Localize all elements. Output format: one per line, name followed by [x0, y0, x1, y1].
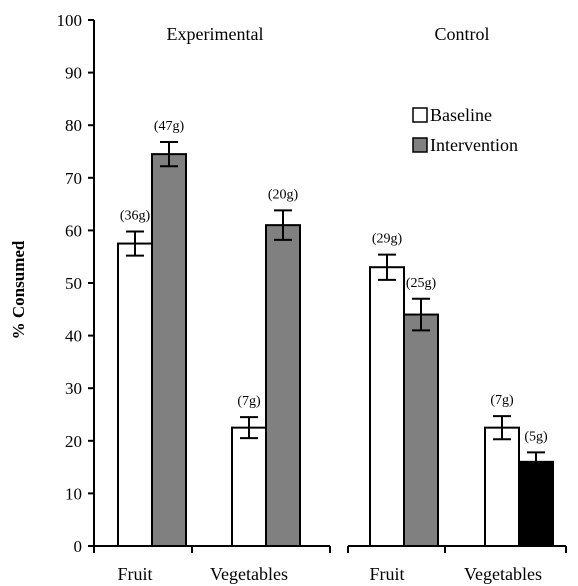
bar-intervention	[151, 153, 187, 547]
bar-baseline	[231, 426, 267, 547]
x-category-label: Fruit	[117, 564, 152, 584]
y-tick-label: 90	[65, 64, 82, 83]
bar-intervention	[518, 460, 554, 547]
x-category-label: Vegetables	[464, 564, 542, 584]
legend-label: Baseline	[430, 105, 492, 125]
bar-data-label: (5g)	[524, 429, 548, 444]
y-tick-label: 30	[65, 379, 82, 398]
legend: Baseline Intervention	[412, 105, 518, 155]
bars	[117, 141, 554, 548]
y-tick-label: 40	[65, 327, 82, 346]
bar-data-label: (29g)	[372, 232, 403, 247]
bar-baseline	[484, 426, 520, 547]
x-category-label: Vegetables	[210, 564, 288, 584]
x-category-label: Fruit	[369, 564, 404, 584]
y-tick-label: 100	[57, 11, 83, 30]
panel-title: Experimental	[167, 24, 264, 44]
bar-data-label: (7g)	[490, 393, 514, 408]
y-tick-label: 80	[65, 116, 82, 135]
bar-intervention	[403, 313, 439, 547]
bar-data-label: (20g)	[268, 187, 299, 202]
y-tick-label: 50	[65, 274, 82, 293]
y-tick-label: 60	[65, 221, 82, 240]
legend-swatch-intervention	[412, 137, 428, 153]
bar-baseline	[369, 266, 405, 547]
bar-intervention	[265, 224, 301, 547]
bar-baseline	[117, 242, 153, 548]
bar-data-label: (47g)	[154, 119, 185, 134]
panel-title: Control	[434, 24, 489, 44]
y-tick-label: 0	[74, 537, 83, 556]
y-tick-label: 70	[65, 169, 82, 188]
y-tick-label: 10	[65, 484, 82, 503]
bar-data-label: (7g)	[237, 394, 261, 409]
labels: Experimental (36g) (47g) (7g) (20g) Fruit Vege…	[117, 24, 548, 584]
legend-label: Intervention	[430, 135, 518, 155]
axes: 0 10 20 30 40 50 60 70 80 90 100	[57, 11, 567, 556]
legend-swatch-baseline	[412, 107, 428, 123]
bar-data-label: (36g)	[120, 208, 151, 223]
y-tick-label: 20	[65, 432, 82, 451]
y-axis-title: % Consumed	[9, 240, 28, 339]
bar-data-label: (25g)	[406, 276, 437, 291]
